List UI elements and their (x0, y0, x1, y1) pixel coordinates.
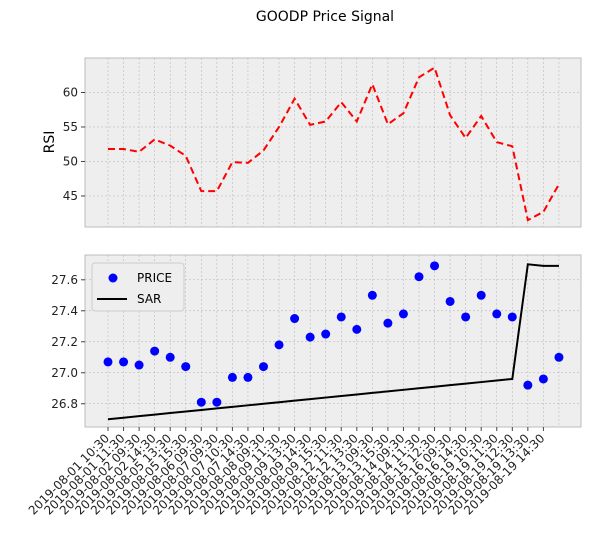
price-point (336, 312, 346, 322)
y-tick-label: 27.6 (51, 273, 78, 287)
rsi-line (108, 66, 560, 222)
y-tick-label: 50 (63, 154, 78, 168)
rsi-y-ticks: 45 50 55 60 (63, 85, 85, 203)
y-tick-label: 45 (63, 189, 78, 203)
sar-line (107, 263, 559, 421)
price-point (259, 362, 268, 372)
price-point (507, 312, 517, 322)
legend-price-marker (108, 273, 118, 283)
price-point (212, 397, 222, 407)
price-point (165, 352, 175, 362)
price-point (181, 362, 191, 372)
y-tick-label: 27.0 (51, 366, 78, 380)
price-point (227, 372, 237, 382)
rsi-series (108, 66, 560, 222)
price-point (321, 329, 331, 339)
price-point (196, 397, 206, 407)
price-axes: 26.8 27.0 27.2 27.4 27.6 2019-08-01 10:30201… (26, 254, 582, 518)
price-point (290, 314, 300, 324)
y-tick-label: 26.8 (51, 397, 78, 411)
y-tick-label: 60 (63, 85, 78, 99)
rsi-plot-area (84, 57, 582, 228)
price-point (445, 296, 455, 306)
price-point (554, 352, 564, 362)
price-point (523, 380, 533, 390)
rsi-axes: 45 50 55 60 RSI (42, 57, 582, 228)
price-point (430, 261, 440, 271)
price-point (414, 272, 424, 282)
price-series (103, 261, 564, 421)
price-point (476, 290, 486, 300)
price-point (243, 372, 253, 382)
price-point (461, 312, 471, 322)
price-point (103, 357, 113, 367)
rsi-y-axis-label: RSI (42, 131, 58, 154)
price-point (150, 346, 160, 356)
price-y-ticks: 26.8 27.0 27.2 27.4 27.6 (51, 273, 85, 411)
price-point (352, 324, 362, 334)
price-point (119, 357, 129, 367)
legend: PRICE SAR (91, 262, 185, 312)
price-point (134, 360, 144, 370)
legend-price-label: PRICE (137, 271, 172, 285)
chart-title: GOODP Price Signal (256, 9, 394, 25)
price-point (538, 374, 548, 384)
legend-sar-label: SAR (137, 292, 161, 306)
price-point (274, 340, 284, 350)
price-point (492, 309, 502, 319)
rsi-grid (85, 58, 581, 227)
price-point (383, 318, 393, 328)
price-point (398, 309, 408, 319)
price-point (367, 290, 377, 300)
y-tick-label: 27.4 (51, 304, 78, 318)
price-point (305, 332, 315, 342)
y-tick-label: 55 (63, 120, 78, 134)
y-tick-label: 27.2 (51, 335, 78, 349)
